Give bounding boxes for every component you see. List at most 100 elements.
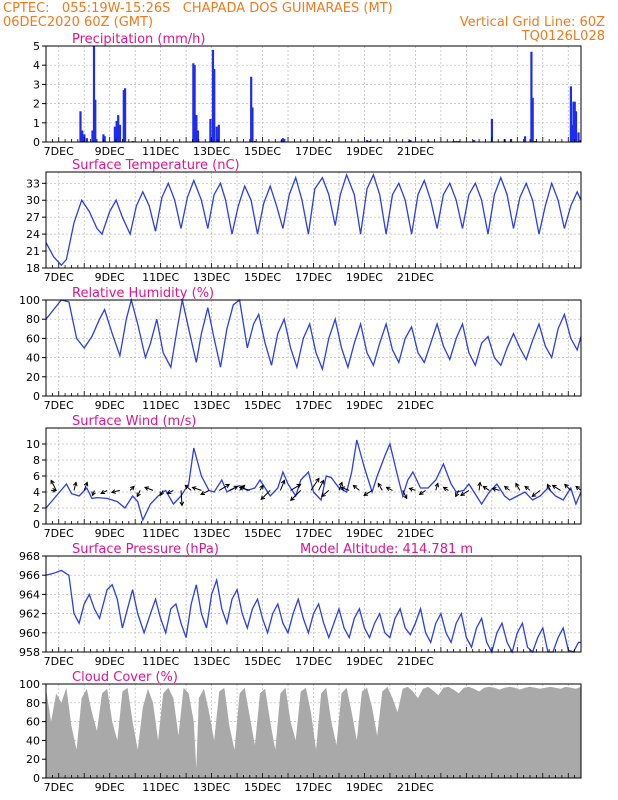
- temperature-ytick-label: 18: [26, 262, 40, 275]
- cloud-cover-ytick-label: 40: [26, 734, 40, 747]
- temperature-xtick-label: 7DEC: [44, 271, 74, 284]
- wind-xtick-label: 11DEC: [142, 527, 179, 540]
- header-station: CPTEC: 055:19W-15:26S CHAPADA DOS GUIMAR…: [3, 1, 393, 16]
- wind-arrow-head: [546, 483, 551, 489]
- wind-arrow-shaft: [310, 478, 320, 491]
- precipitation-bar: [92, 46, 96, 142]
- wind-arrow-head: [100, 489, 106, 495]
- wind-arrow-shaft: [290, 490, 302, 501]
- wind-arrow-head: [338, 481, 344, 487]
- precipitation-bar: [283, 139, 286, 142]
- wind-arrow-head: [50, 479, 55, 485]
- pressure-xtick-label: 15DEC: [244, 655, 281, 668]
- precipitation-bar: [281, 138, 285, 142]
- wind-ytick-label: 0: [33, 518, 40, 531]
- wind-arrow-shaft: [200, 489, 210, 495]
- precipitation-bar: [215, 126, 218, 142]
- humidity-xtick-label: 15DEC: [244, 399, 281, 412]
- wind-arrow-head: [320, 479, 325, 485]
- wind-xtick-label: 7DEC: [44, 527, 74, 540]
- wind-arrow-head: [260, 495, 266, 501]
- wind-ytick-label: 6: [33, 470, 40, 483]
- pressure-ytick-label: 968: [19, 550, 40, 563]
- wind-arrow-shaft: [144, 486, 154, 491]
- wind-arrow-head: [352, 484, 358, 490]
- wind-arrow-shaft: [386, 486, 393, 491]
- wind-arrow-head: [240, 484, 246, 490]
- precipitation-bar: [192, 63, 195, 142]
- wind-arrow-head: [418, 490, 424, 495]
- precipitation-ytick-label: 1: [33, 117, 40, 130]
- wind-arrow-head: [385, 486, 391, 491]
- wind-arrow-shaft: [531, 489, 541, 497]
- humidity-ytick-label: 60: [26, 332, 40, 345]
- precipitation-bar: [531, 97, 534, 142]
- wind-arrow-shaft: [184, 485, 192, 491]
- wind-arrow-shaft: [340, 486, 350, 491]
- precipitation-bar: [117, 115, 120, 142]
- precipitation-bar: [572, 101, 575, 142]
- wind-arrow-head: [491, 487, 497, 492]
- precipitation-bar: [523, 136, 527, 142]
- wind-arrow-head: [434, 482, 440, 488]
- temperature-ytick-label: 27: [26, 211, 40, 224]
- wind-arrow-shaft: [192, 486, 202, 491]
- wind-arrow-shaft: [353, 485, 360, 491]
- wind-arrow-head: [225, 483, 231, 489]
- humidity-xtick-label: 11DEC: [142, 399, 179, 412]
- precipitation-bar: [81, 130, 84, 142]
- pressure-ytick-label: 960: [19, 627, 40, 640]
- precipitation-ytick-label: 5: [33, 40, 40, 53]
- cloud-cover-xtick-label: 13DEC: [193, 781, 230, 794]
- header-model-id: TQ0126L028: [521, 29, 605, 44]
- wind-arrow-head: [130, 485, 135, 491]
- precipitation-bar: [102, 134, 105, 142]
- precipitation-title: Precipitation (mm/h): [72, 32, 205, 47]
- cloud-cover-xtick-label: 15DEC: [244, 781, 281, 794]
- precipitation-bar: [79, 111, 82, 142]
- wind-arrow-head: [280, 479, 286, 485]
- wind-arrow-head: [524, 485, 530, 491]
- precipitation-bar: [366, 140, 369, 142]
- precipitation-xtick-label: 9DEC: [95, 145, 125, 158]
- wind-arrow-shaft: [419, 489, 426, 495]
- wind-series-line: [45, 439, 582, 522]
- precipitation-bar: [473, 140, 476, 142]
- precipitation-bar: [196, 130, 200, 142]
- temperature-xtick-label: 15DEC: [244, 271, 281, 284]
- pressure-series-line: [45, 569, 581, 654]
- wind-arrow-shaft: [564, 484, 572, 491]
- precipitation-bar: [409, 140, 412, 142]
- wind-arrow-shaft: [435, 483, 439, 491]
- precipitation-xtick-label: 13DEC: [193, 145, 230, 158]
- wind-arrow-shaft: [492, 487, 500, 491]
- wind-arrow-head: [83, 481, 89, 487]
- cloud-cover-area: [46, 686, 581, 778]
- temperature-xtick-label: 17DEC: [295, 271, 332, 284]
- wind-arrow-head: [290, 496, 295, 502]
- cloud-cover-ytick-label: 100: [19, 678, 40, 691]
- wind-arrow-head: [531, 492, 537, 498]
- humidity-ytick-label: 40: [26, 352, 40, 365]
- temperature-xtick-label: 19DEC: [346, 271, 383, 284]
- precipitation-ytick-label: 0: [33, 136, 40, 149]
- precipitation-bar: [250, 76, 253, 142]
- wind-arrow-head: [503, 485, 509, 491]
- precipitation-bar: [193, 65, 196, 142]
- humidity-ytick-label: 100: [19, 294, 40, 307]
- precipitation-xtick-label: 19DEC: [346, 145, 383, 158]
- wind-arrow-shaft: [321, 490, 330, 497]
- wind-arrow-head: [238, 486, 244, 491]
- wind-arrow-head: [200, 490, 206, 496]
- header-grid-line: Vertical Grid Line: 60Z: [459, 15, 605, 30]
- cloud-cover-xtick-label: 7DEC: [44, 781, 74, 794]
- wind-arrow-head: [296, 483, 302, 489]
- wind-arrow-shaft: [478, 482, 481, 491]
- precipitation-bar: [209, 118, 212, 142]
- wind-arrow-head: [259, 484, 264, 490]
- pressure-xtick-label: 21DEC: [397, 655, 434, 668]
- wind-arrow-shaft: [260, 490, 271, 500]
- wind-arrow-shaft: [504, 486, 510, 491]
- precipitation-bar: [195, 115, 198, 142]
- humidity-xtick-label: 19DEC: [346, 399, 383, 412]
